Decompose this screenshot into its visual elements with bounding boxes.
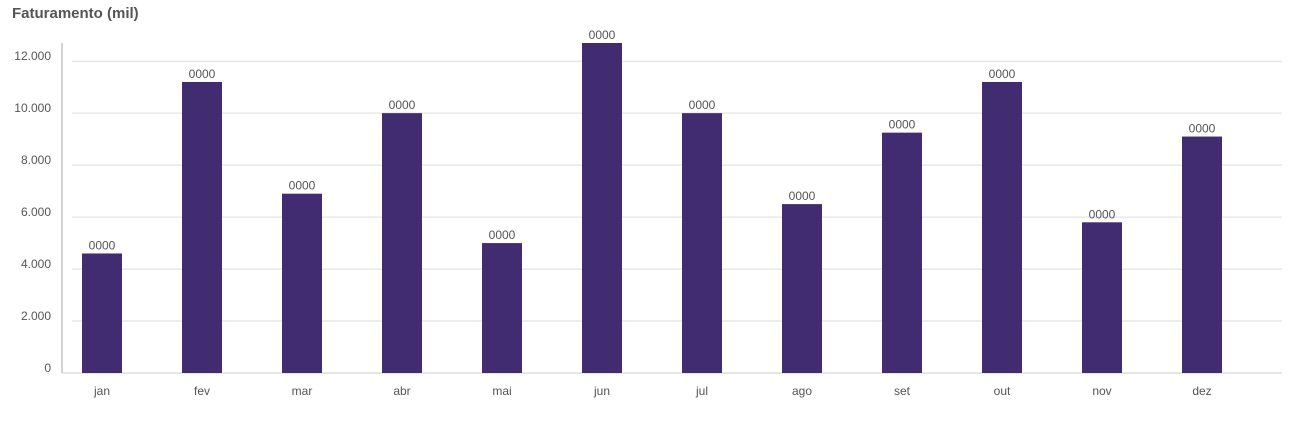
data-label-out: 0000 <box>989 67 1016 81</box>
x-tick-label-jul: jul <box>695 384 708 398</box>
data-label-jun: 0000 <box>589 28 616 42</box>
bars <box>82 43 1222 374</box>
data-label-fev: 0000 <box>189 67 216 81</box>
x-tick-label-jan: jan <box>93 384 110 398</box>
y-tick-label: 12.000 <box>14 49 51 63</box>
y-tick-label: 2.000 <box>21 309 51 323</box>
chart-title: Faturamento (mil) <box>12 5 139 22</box>
data-label-jul: 0000 <box>689 98 716 112</box>
x-tick-label-mai: mai <box>492 384 511 398</box>
bar-abr <box>382 113 422 374</box>
data-label-mai: 0000 <box>489 228 516 242</box>
bar-dez <box>1182 136 1222 373</box>
x-tick-label-ago: ago <box>792 384 812 398</box>
data-label-nov: 0000 <box>1089 207 1116 221</box>
labels: 0 2.000 4.000 6.000 8.000 10.000 12.000 0000 jan… <box>14 28 1215 398</box>
x-tick-label-abr: abr <box>393 384 410 398</box>
data-label-abr: 0000 <box>389 98 416 112</box>
bar-fev <box>182 81 222 373</box>
data-label-mar: 0000 <box>289 179 316 193</box>
grid-lines <box>72 60 1282 322</box>
data-label-ago: 0000 <box>789 189 816 203</box>
bar-ago <box>782 204 822 373</box>
bar-nov <box>1082 222 1122 373</box>
data-label-jan: 0000 <box>89 238 116 252</box>
axes <box>61 43 1282 374</box>
y-tick-label: 10.000 <box>14 101 51 115</box>
x-tick-label-jun: jun <box>593 384 610 398</box>
x-tick-label-nov: nov <box>1092 384 1111 398</box>
bar-jun <box>582 43 622 373</box>
y-tick-label: 4.000 <box>21 257 51 271</box>
data-label-set: 0000 <box>889 118 916 132</box>
x-tick-label-fev: fev <box>194 384 210 398</box>
bar-set <box>882 132 922 373</box>
y-tick-label: 0 <box>44 361 51 375</box>
y-tick-label: 8.000 <box>21 153 51 167</box>
x-tick-label-out: out <box>994 384 1011 398</box>
bar-out <box>982 81 1022 373</box>
y-tick-label: 6.000 <box>21 205 51 219</box>
bar-jan <box>82 253 122 373</box>
x-tick-label-dez: dez <box>1192 384 1211 398</box>
bar-mai <box>482 243 522 373</box>
x-tick-label-mar: mar <box>292 384 313 398</box>
data-label-dez: 0000 <box>1189 122 1216 136</box>
x-tick-label-set: set <box>894 384 911 398</box>
bar-mar <box>282 193 322 373</box>
bar-jul <box>682 113 722 374</box>
